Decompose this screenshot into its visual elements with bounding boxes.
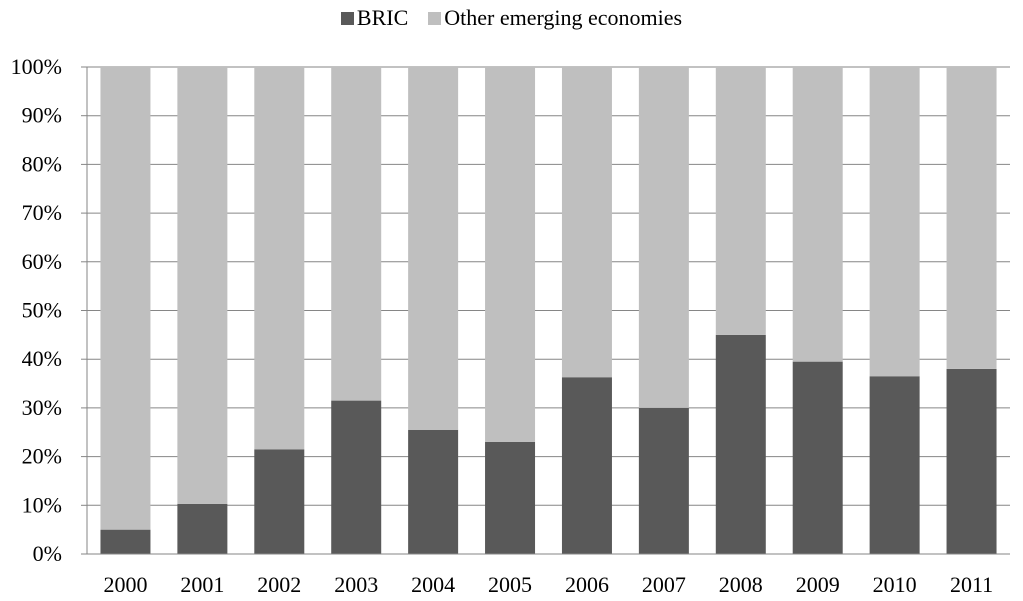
y-tick-label: 70% bbox=[22, 200, 62, 225]
x-tick-label: 2003 bbox=[334, 572, 378, 597]
bar-other-2009 bbox=[792, 67, 843, 362]
x-tick-label: 2010 bbox=[873, 572, 917, 597]
bar-other-2007 bbox=[638, 67, 689, 408]
bars bbox=[100, 67, 997, 554]
legend-item-other: Other emerging economies bbox=[428, 5, 682, 31]
bar-other-2000 bbox=[100, 67, 151, 530]
bar-bric-2006 bbox=[561, 377, 612, 554]
x-tick-label: 2005 bbox=[488, 572, 532, 597]
y-tick-label: 20% bbox=[22, 444, 62, 469]
bar-bric-2007 bbox=[638, 407, 689, 554]
legend-swatch-other bbox=[428, 11, 442, 25]
bar-bric-2005 bbox=[485, 441, 536, 554]
y-tick-label: 30% bbox=[22, 395, 62, 420]
bar-bric-2009 bbox=[792, 361, 843, 554]
bar-bric-2010 bbox=[869, 376, 920, 554]
bar-other-2008 bbox=[715, 67, 766, 335]
bar-bric-2000 bbox=[100, 529, 151, 554]
y-tick-label: 90% bbox=[22, 103, 62, 128]
x-tick-label: 2011 bbox=[950, 572, 993, 597]
legend-label-bric: BRIC bbox=[356, 5, 409, 30]
bar-other-2003 bbox=[331, 67, 382, 401]
y-tick-label: 60% bbox=[22, 249, 62, 274]
y-tick-label: 80% bbox=[22, 151, 62, 176]
bar-other-2010 bbox=[869, 67, 920, 377]
bar-bric-2003 bbox=[331, 400, 382, 554]
x-tick-label: 2001 bbox=[180, 572, 224, 597]
bar-bric-2011 bbox=[946, 368, 997, 554]
y-tick-label: 50% bbox=[22, 298, 62, 323]
x-tick-label: 2009 bbox=[796, 572, 840, 597]
bar-bric-2008 bbox=[715, 334, 766, 554]
bar-other-2002 bbox=[254, 67, 305, 450]
y-tick-label: 100% bbox=[11, 54, 62, 79]
bar-other-2005 bbox=[485, 67, 536, 442]
y-tick-label: 40% bbox=[22, 346, 62, 371]
legend-label-other: Other emerging economies bbox=[444, 5, 683, 30]
bar-bric-2001 bbox=[177, 503, 228, 554]
legend-swatch-bric bbox=[340, 11, 354, 25]
y-tick-label: 10% bbox=[22, 492, 62, 517]
axes bbox=[81, 66, 1010, 555]
x-tick-label: 2004 bbox=[411, 572, 455, 597]
bar-other-2001 bbox=[177, 67, 228, 504]
bar-bric-2002 bbox=[254, 449, 305, 554]
x-tick-label: 2006 bbox=[565, 572, 609, 597]
bar-other-2004 bbox=[408, 67, 459, 430]
x-tick-label: 2007 bbox=[642, 572, 686, 597]
tick-labels: 0% 10% 20% 30% 40% 50% 60% 70% 80% 90% 100% 2000 200… bbox=[11, 54, 993, 597]
bar-bric-2004 bbox=[408, 429, 459, 554]
x-tick-label: 2008 bbox=[719, 572, 763, 597]
bar-other-2011 bbox=[946, 67, 997, 369]
gridlines bbox=[87, 66, 1010, 506]
x-tick-label: 2000 bbox=[103, 572, 147, 597]
x-tick-label: 2002 bbox=[257, 572, 301, 597]
bar-other-2006 bbox=[561, 67, 612, 378]
legend-item-bric: BRIC bbox=[340, 5, 409, 31]
legend: BRIC Other emerging economies bbox=[0, 4, 1023, 32]
y-tick-label: 0% bbox=[33, 541, 62, 566]
